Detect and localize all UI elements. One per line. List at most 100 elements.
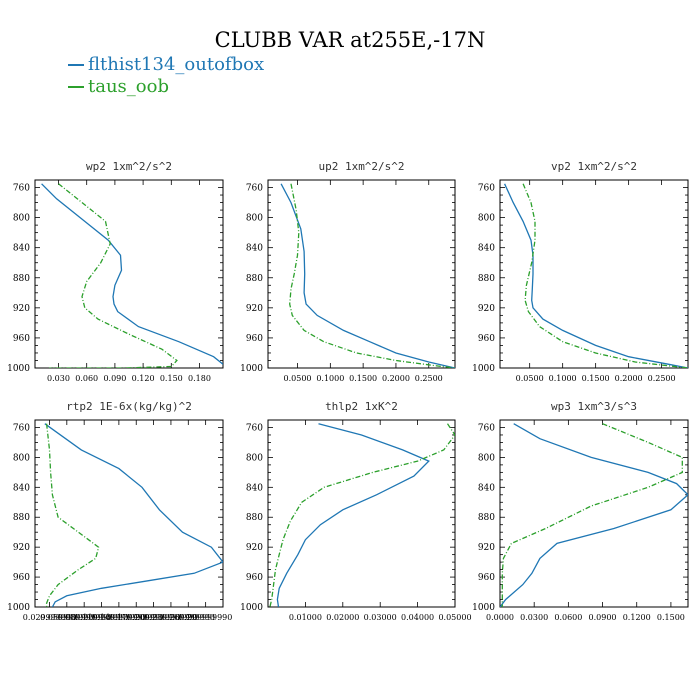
legend-label: taus_oob	[88, 76, 169, 97]
y-tick-label: 920	[246, 304, 263, 314]
y-tick-label: 920	[478, 304, 495, 314]
y-tick-label: 880	[478, 274, 495, 284]
y-tick-label: 1000	[472, 364, 495, 374]
x-tick-label: 0.2500	[648, 374, 676, 383]
subplot-title: thlp2 1xK^2	[325, 400, 398, 413]
x-tick-label: 0.05000	[438, 613, 471, 622]
x-tick-label: 0.1500	[582, 374, 610, 383]
subplot-4: rtp2 1E-6x(kg/kg)^2 760 800 840 880 920 960 100…	[7, 400, 232, 622]
series-line-taus-oob	[269, 423, 455, 607]
series-line-flthist134	[41, 183, 223, 365]
series-line-taus-oob	[289, 183, 455, 368]
series-line-taus-oob	[49, 183, 178, 368]
series-line-flthist134	[44, 423, 223, 607]
y-tick-label: 880	[478, 513, 495, 523]
legend-line-icon	[68, 86, 84, 88]
figure-title: CLUBB VAR at255E,-17N	[214, 28, 486, 52]
series-line-taus-oob	[522, 183, 688, 368]
y-tick-label: 840	[478, 244, 495, 254]
x-tick-label: 0.239999990	[144, 613, 197, 622]
x-tick-label: 0.1500	[349, 374, 377, 383]
series-line-flthist134	[276, 423, 430, 607]
y-tick-label: 960	[13, 334, 30, 344]
legend-label: flthist134_outofbox	[88, 54, 265, 75]
x-tick-label: 0.1000	[316, 374, 344, 383]
subplot-title: vp2 1xm^2/s^2	[551, 160, 637, 173]
y-tick-label: 840	[246, 244, 263, 254]
x-tick-label: 0.2000	[615, 374, 643, 383]
subplot-2: up2 1xm^2/s^2 760 800 840 880 920 960 1000 0.050…	[240, 160, 456, 383]
series-line-taus-oob	[45, 423, 100, 607]
x-tick-label: 0.180	[188, 374, 211, 383]
x-tick-label: 0.299999990	[179, 613, 232, 622]
x-tick-label: 0.149999990	[92, 613, 145, 622]
y-tick-label: 800	[13, 214, 30, 224]
y-tick-label: 960	[13, 573, 30, 583]
y-tick-label: 920	[13, 304, 30, 314]
y-tick-label: 1000	[7, 603, 30, 613]
x-tick-label: 0.02000	[326, 613, 359, 622]
y-tick-label: 760	[246, 423, 263, 433]
plot-frame	[34, 179, 224, 369]
y-tick-label: 760	[478, 423, 495, 433]
x-tick-label: 0.119999990	[75, 613, 128, 622]
subplot-6: wp3 1xm^3/s^3 760 800 840 880 920 960 10000.000…	[472, 400, 689, 622]
legend-item-2: taus_oob	[68, 76, 169, 97]
y-tick-label: 1000	[240, 364, 263, 374]
subplot-5: thlp2 1xK^2 760 800 840 880 920 960 1000 0.01000…	[240, 400, 471, 622]
y-tick-label: 920	[13, 543, 30, 553]
y-tick-label: 1000	[7, 364, 30, 374]
y-tick-label: 760	[478, 184, 495, 194]
x-tick-label: 0.1500	[657, 613, 685, 622]
x-tick-label: 0.179999990	[110, 613, 163, 622]
x-tick-label: 0.090	[103, 374, 126, 383]
y-tick-label: 1000	[240, 603, 263, 613]
x-tick-label: 0.120	[132, 374, 155, 383]
y-tick-label: 960	[478, 573, 495, 583]
series-line-taus-oob	[501, 423, 683, 607]
y-tick-label: 800	[246, 214, 263, 224]
y-tick-label: 880	[13, 513, 30, 523]
x-tick-label: 0.0500	[284, 374, 312, 383]
y-tick-label: 920	[478, 543, 495, 553]
x-tick-label: 0.2500	[415, 374, 443, 383]
x-tick-label: 0.0900	[589, 613, 617, 622]
plot-frame	[499, 419, 689, 608]
y-tick-label: 760	[13, 184, 30, 194]
x-tick-label: 0.150	[160, 374, 183, 383]
y-tick-label: 880	[246, 513, 263, 523]
y-tick-label: 840	[478, 483, 495, 493]
x-tick-label: 0.030	[47, 374, 70, 383]
x-tick-label: 0.060	[75, 374, 98, 383]
x-tick-label: 0.209999990	[127, 613, 180, 622]
legend-item-1: flthist134_outofbox	[68, 54, 264, 75]
y-tick-label: 880	[13, 274, 30, 284]
subplot-title: rtp2 1E-6x(kg/kg)^2	[66, 400, 192, 413]
plot-frame	[267, 179, 456, 369]
x-tick-label: 0.059999990	[40, 613, 93, 622]
series-line-flthist134	[280, 183, 455, 368]
y-tick-label: 760	[246, 184, 263, 194]
y-tick-label: 760	[13, 423, 30, 433]
y-tick-label: 840	[246, 483, 263, 493]
y-tick-label: 960	[478, 334, 495, 344]
y-tick-label: 1000	[472, 603, 495, 613]
x-tick-label: 0.1200	[623, 613, 651, 622]
y-tick-label: 840	[13, 483, 30, 493]
y-tick-label: 800	[478, 214, 495, 224]
y-tick-label: 840	[13, 244, 30, 254]
y-tick-label: 920	[246, 543, 263, 553]
x-tick-label: 0.0500	[516, 374, 544, 383]
subplot-title: wp2 1xm^2/s^2	[86, 160, 172, 173]
x-tick-label: 0.0000	[486, 613, 514, 622]
x-tick-label: 0.2000	[382, 374, 410, 383]
x-tick-label: 0.03000	[364, 613, 397, 622]
y-tick-label: 800	[13, 453, 30, 463]
plot-frame	[267, 419, 456, 608]
plot-frame	[499, 179, 689, 369]
series-line-flthist134	[500, 423, 688, 607]
x-tick-label: 0.1000	[549, 374, 577, 383]
y-tick-label: 960	[246, 573, 263, 583]
y-tick-label: 880	[246, 274, 263, 284]
